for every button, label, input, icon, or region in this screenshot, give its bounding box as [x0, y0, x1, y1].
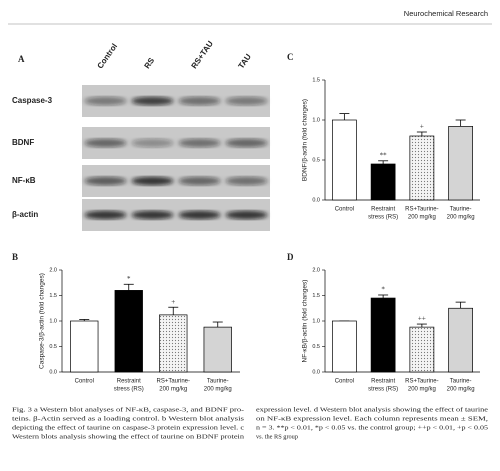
y-tick-label: 0.5 — [312, 344, 320, 350]
x-tick-label: 200 mg/kg — [408, 215, 436, 221]
lane-label: RS+TAU — [189, 39, 215, 70]
y-tick-label: 2.0 — [312, 267, 320, 273]
bar — [114, 290, 143, 373]
x-tick-label: stress (RS) — [368, 215, 398, 221]
caption-line: vs. the RS group — [256, 433, 298, 440]
y-axis-label: BDNF/β-actin (fold changes) — [302, 99, 309, 181]
y-tick-label: 0.5 — [312, 157, 320, 163]
blot-band — [84, 210, 127, 220]
row-label: Caspase-3 — [12, 96, 53, 105]
bar — [448, 307, 473, 373]
row-label: BDNF — [12, 138, 34, 147]
x-tick-label: Taurine- — [207, 379, 229, 385]
lane-label: Control — [95, 42, 119, 70]
y-tick-label: 1.5 — [312, 77, 320, 83]
caption-line: on NF-κB expression level. Each column r… — [256, 415, 489, 422]
blot-band — [225, 210, 268, 220]
y-tick-label: 0.0 — [312, 197, 320, 203]
row-label: NF-κB — [12, 176, 36, 185]
significance-marker: * — [127, 275, 131, 283]
bar — [332, 119, 357, 201]
blot-band — [131, 210, 174, 220]
lane-label: TAU — [236, 52, 253, 70]
caption-line: depicting the effect of taurine on caspa… — [12, 424, 244, 431]
blot-band — [225, 96, 268, 106]
blot-band — [178, 138, 221, 148]
panel-label: A — [18, 54, 25, 64]
significance-marker: + — [171, 298, 175, 306]
x-tick-label: Taurine- — [450, 379, 472, 385]
y-tick-label: 0.0 — [49, 369, 57, 375]
y-tick-label: 2.0 — [49, 267, 57, 273]
bar — [370, 297, 396, 373]
row-label: β-actin — [12, 210, 38, 219]
y-tick-label: 1.0 — [312, 318, 320, 324]
bar — [332, 320, 357, 373]
blot-band — [131, 96, 174, 106]
significance-marker: ++ — [418, 315, 426, 323]
x-tick-label: RS+Taurine- — [405, 207, 439, 213]
x-tick-label: 200 mg/kg — [408, 387, 436, 393]
blot-band — [178, 96, 221, 106]
caption-line: teins. β-Actin served as a loading contr… — [12, 415, 245, 422]
blot-band — [84, 96, 127, 106]
x-tick-label: Taurine- — [450, 207, 472, 213]
blot-band — [84, 138, 127, 148]
panel-label: B — [12, 252, 18, 262]
y-tick-label: 1.5 — [49, 293, 57, 299]
blot-band — [225, 176, 268, 186]
caption-line: Western blots analysis showing the effec… — [12, 433, 245, 440]
y-axis-label: NF-κB/β-actin (fold changes) — [302, 280, 309, 363]
bar — [159, 314, 188, 373]
panel-label: D — [287, 252, 294, 262]
caption-line: Fig. 3 a Western blot analyses of NF-κB,… — [12, 406, 244, 413]
y-tick-label: 1.0 — [312, 117, 320, 123]
bar — [370, 163, 396, 201]
lane-label: RS — [142, 56, 156, 71]
blot-band — [131, 138, 174, 148]
blot-band — [225, 138, 268, 148]
x-tick-label: Restraint — [117, 379, 141, 385]
caption-line: expression level. d Western blot analysi… — [256, 406, 488, 413]
x-tick-label: RS+Taurine- — [156, 379, 190, 385]
y-axis-label: Caspase-3/β-actin (fold changes) — [39, 273, 46, 369]
bar — [448, 126, 473, 201]
y-tick-label: 0.0 — [312, 369, 320, 375]
caption-line: n = 3. **p < 0.01, *p < 0.05 vs. the con… — [256, 424, 488, 431]
y-tick-label: 0.5 — [49, 344, 57, 350]
x-tick-label: Control — [75, 379, 94, 385]
x-tick-label: 200 mg/kg — [159, 387, 187, 393]
x-tick-label: 200 mg/kg — [447, 387, 475, 393]
blot-band — [178, 210, 221, 220]
x-tick-label: RS+Taurine- — [405, 379, 439, 385]
significance-marker: + — [420, 123, 424, 131]
bar — [409, 326, 435, 373]
significance-marker: * — [381, 286, 385, 294]
blot-band — [131, 176, 174, 186]
x-tick-label: 200 mg/kg — [204, 387, 232, 393]
y-tick-label: 1.0 — [49, 318, 57, 324]
western-blot: Control RS RS+TAU TAU Caspase-3 BDNF NF-κB β-ac… — [12, 39, 270, 231]
x-tick-label: Control — [335, 207, 354, 213]
journal-name: Neurochemical Research — [404, 9, 488, 18]
blot-band — [178, 176, 221, 186]
y-tick-label: 1.5 — [312, 293, 320, 299]
bar — [203, 326, 232, 373]
bar — [409, 135, 435, 201]
x-tick-label: Restraint — [371, 379, 395, 385]
x-tick-label: stress (RS) — [114, 387, 144, 393]
bar — [70, 320, 99, 373]
x-tick-label: Control — [335, 379, 354, 385]
x-tick-label: Restraint — [371, 207, 395, 213]
x-tick-label: stress (RS) — [368, 387, 398, 393]
significance-marker: ** — [380, 151, 388, 159]
panel-label: C — [287, 52, 294, 62]
blot-band — [84, 176, 127, 186]
x-tick-label: 200 mg/kg — [447, 215, 475, 221]
